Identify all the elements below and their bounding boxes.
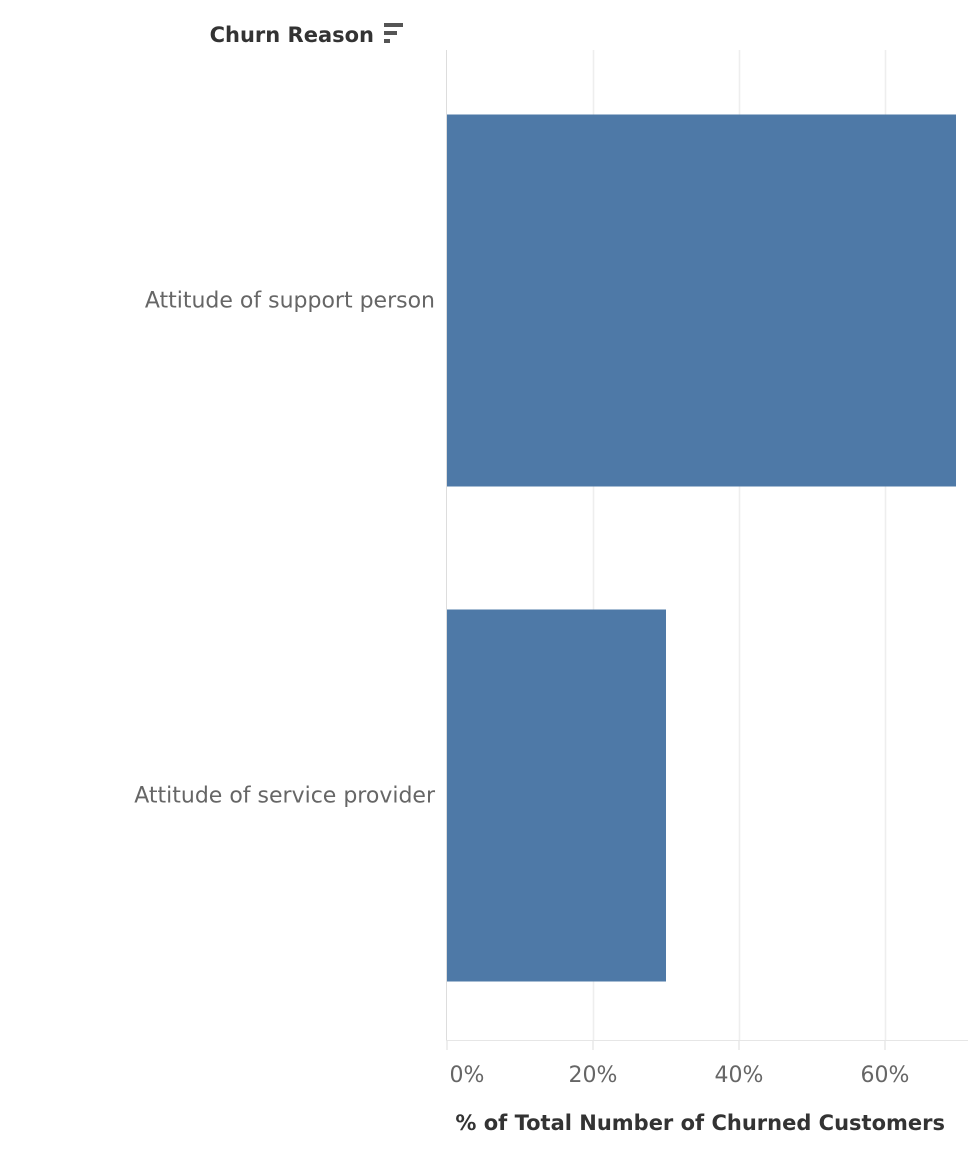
x-axis-ticks: 0% 20% 40% 60% <box>446 1041 910 1088</box>
category-label: Attitude of service provider <box>134 784 436 809</box>
bars <box>447 114 956 982</box>
dimension-header[interactable]: Churn Reason <box>210 23 374 47</box>
category-label: Attitude of support person <box>145 289 435 314</box>
x-tick-label: 0% <box>450 1063 485 1088</box>
bar[interactable] <box>447 609 666 982</box>
x-axis-title: % of Total Number of Churned Customers <box>455 1111 945 1135</box>
category-labels: Attitude of support person Attitude of se… <box>134 289 436 809</box>
x-tick-label: 20% <box>569 1063 618 1088</box>
sort-descending-icon[interactable] <box>384 23 403 43</box>
x-tick-label: 60% <box>861 1063 910 1088</box>
bar[interactable] <box>447 114 956 487</box>
x-tick-label: 40% <box>715 1063 764 1088</box>
